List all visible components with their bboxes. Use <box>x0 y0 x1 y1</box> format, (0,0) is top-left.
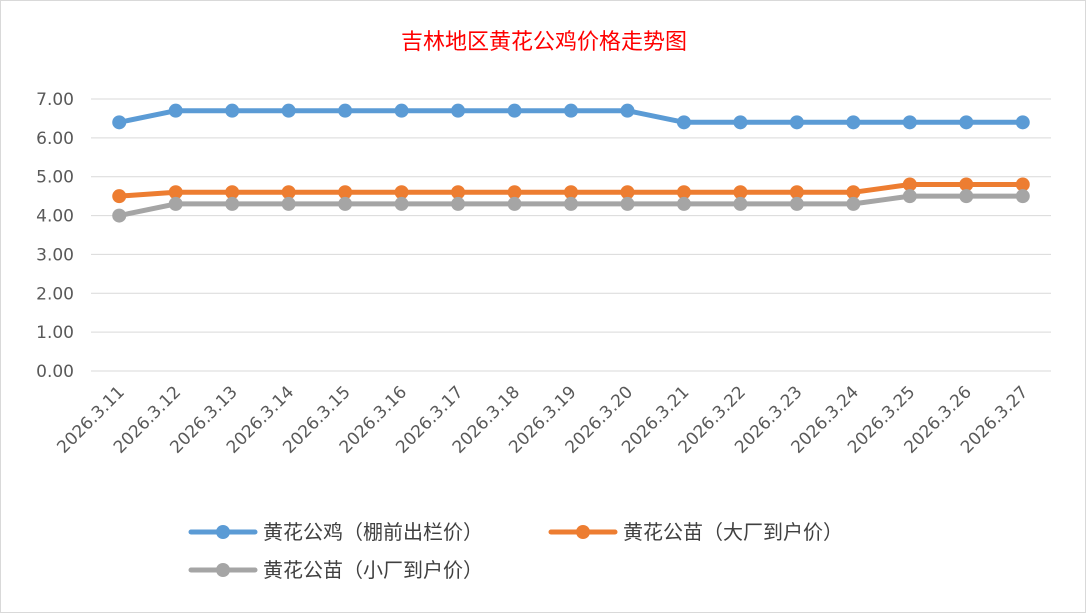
data-point <box>338 103 353 118</box>
legend-item: 黄花公鸡（棚前出栏价） <box>188 520 483 544</box>
data-point <box>902 177 917 192</box>
data-point <box>338 196 353 211</box>
data-point <box>225 196 240 211</box>
data-point <box>846 115 861 130</box>
legend-swatch-marker <box>216 525 230 539</box>
legend: 黄花公鸡（棚前出栏价） 黄花公苗（大厂到户价） 黄花公苗（小厂到户价） <box>188 520 843 582</box>
series-1 <box>112 103 1030 130</box>
data-point <box>451 103 466 118</box>
data-point <box>959 189 974 204</box>
data-point <box>733 196 748 211</box>
y-tick-label: 6.00 <box>36 129 74 149</box>
data-point <box>789 185 804 200</box>
data-point <box>168 185 183 200</box>
data-point <box>902 115 917 130</box>
data-point <box>620 185 635 200</box>
legend-label: 黄花公鸡（棚前出栏价） <box>263 520 483 544</box>
legend-item: 黄花公苗（小厂到户价） <box>188 558 483 582</box>
y-tick-label: 5.00 <box>36 168 74 188</box>
series-3 <box>112 189 1030 223</box>
data-point <box>168 103 183 118</box>
data-point <box>902 189 917 204</box>
data-point <box>1015 115 1030 130</box>
data-point <box>959 115 974 130</box>
y-tick-label: 7.00 <box>36 90 74 110</box>
data-point <box>338 185 353 200</box>
data-point <box>507 185 522 200</box>
legend-swatch-marker <box>216 563 230 577</box>
data-point <box>733 115 748 130</box>
data-point <box>959 177 974 192</box>
data-point <box>676 115 691 130</box>
data-point <box>676 196 691 211</box>
data-point <box>281 185 296 200</box>
y-axis: 0.00 1.00 2.00 3.00 4.00 5.00 6.00 7.00 <box>36 90 74 382</box>
y-tick-label: 0.00 <box>36 362 74 382</box>
data-point <box>564 196 578 211</box>
data-point <box>507 103 522 118</box>
legend-item: 黄花公苗（大厂到户价） <box>548 520 843 544</box>
data-point <box>676 185 691 200</box>
chart-title: 吉林地区黄花公鸡价格走势图 <box>401 30 687 55</box>
series-2 <box>112 177 1030 204</box>
y-tick-label: 1.00 <box>36 323 74 343</box>
data-point <box>225 185 240 200</box>
legend-label: 黄花公苗（小厂到户价） <box>263 558 483 582</box>
data-point <box>281 196 296 211</box>
data-point <box>394 185 409 200</box>
y-tick-label: 3.00 <box>36 245 74 265</box>
gridlines <box>91 98 1051 372</box>
data-point <box>507 196 522 211</box>
legend-label: 黄花公苗（大厂到户价） <box>623 520 843 544</box>
data-point <box>789 196 804 211</box>
data-point <box>394 196 409 211</box>
data-point <box>564 185 578 200</box>
y-tick-label: 4.00 <box>36 207 74 227</box>
data-point <box>281 103 296 118</box>
data-point <box>168 196 183 211</box>
data-point <box>451 196 466 211</box>
x-axis: 2026.3.112026.3.122026.3.132026.3.142026… <box>53 382 1032 457</box>
series-group <box>112 103 1030 223</box>
data-point <box>225 103 240 118</box>
data-point <box>733 185 748 200</box>
data-point <box>846 196 861 211</box>
data-point <box>564 103 578 118</box>
legend-swatch-marker <box>576 525 590 539</box>
data-point <box>394 103 409 118</box>
data-point <box>112 208 127 223</box>
data-point <box>1015 189 1030 204</box>
data-point <box>846 185 861 200</box>
data-point <box>620 103 635 118</box>
data-point <box>451 185 466 200</box>
y-tick-label: 2.00 <box>36 284 74 304</box>
data-point <box>1015 177 1030 192</box>
data-point <box>789 115 804 130</box>
data-point <box>112 115 127 130</box>
data-point <box>112 189 127 204</box>
data-point <box>620 196 635 211</box>
